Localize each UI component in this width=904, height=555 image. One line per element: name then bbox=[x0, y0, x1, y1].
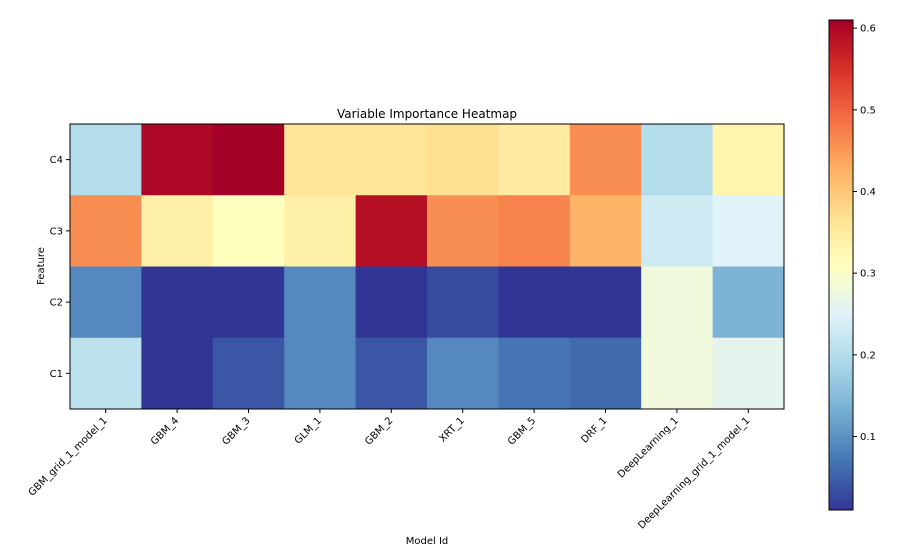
heatmap-cell bbox=[284, 195, 357, 267]
heatmap-cell bbox=[212, 337, 285, 410]
colorbar bbox=[828, 19, 854, 511]
heatmap-cell bbox=[712, 195, 785, 267]
heatmap-cell bbox=[284, 266, 357, 339]
heatmap-cell bbox=[569, 266, 642, 339]
heatmap-cell bbox=[141, 266, 214, 339]
heatmap-cell bbox=[498, 266, 571, 339]
heatmap-cell bbox=[569, 124, 642, 196]
heatmap-cell bbox=[641, 195, 714, 267]
heatmap-cell bbox=[284, 337, 357, 410]
heatmap-cell bbox=[70, 337, 142, 410]
heatmap-cell bbox=[355, 266, 428, 339]
heatmap-cell bbox=[569, 195, 642, 267]
y-axis-label: Feature bbox=[36, 247, 47, 285]
y-tick-label: C3 bbox=[50, 226, 63, 237]
heatmap-cell bbox=[498, 337, 571, 410]
heatmap-cell bbox=[641, 337, 714, 410]
colorbar-tick-label: 0.3 bbox=[860, 269, 876, 280]
heatmap-cell bbox=[141, 124, 214, 196]
heatmap-cell bbox=[355, 195, 428, 267]
heatmap-cell bbox=[70, 124, 142, 196]
heatmap-cell bbox=[70, 266, 142, 339]
heatmap-cell bbox=[712, 266, 785, 339]
heatmap-cell bbox=[70, 195, 142, 267]
heatmap-cell bbox=[498, 195, 571, 267]
heatmap-cell bbox=[212, 124, 285, 196]
colorbar-tick-label: 0.6 bbox=[860, 24, 876, 35]
colorbar-tick-label: 0.1 bbox=[860, 432, 876, 443]
y-axis-ticks: C4 C3 C2 C1 bbox=[50, 155, 70, 380]
colorbar-ticks: 0.1 0.2 0.3 0.4 0.5 0.6 bbox=[853, 24, 876, 443]
y-tick-label: C4 bbox=[50, 155, 63, 166]
heatmap-cell bbox=[427, 266, 499, 339]
colorbar-tick-label: 0.2 bbox=[860, 350, 876, 361]
heatmap-cell bbox=[427, 337, 499, 410]
y-tick-label: C2 bbox=[50, 298, 63, 309]
heatmap-cell bbox=[641, 266, 714, 339]
heatmap-cell bbox=[569, 337, 642, 410]
plot-frame bbox=[69, 123, 785, 410]
heatmap-cell bbox=[427, 124, 499, 196]
colorbar-tick-label: 0.5 bbox=[860, 105, 876, 116]
chart-title: Variable Importance Heatmap bbox=[337, 107, 517, 121]
heatmap-cell bbox=[141, 337, 214, 410]
heatmap-cell bbox=[212, 266, 285, 339]
heatmap-cell bbox=[641, 124, 714, 196]
heatmap-cell bbox=[284, 124, 357, 196]
heatmap-cell bbox=[427, 195, 499, 267]
heatmap-cell bbox=[355, 337, 428, 410]
heatmap-cell bbox=[141, 195, 214, 267]
heatmap-cell bbox=[498, 124, 571, 196]
heatmap-cell bbox=[212, 195, 285, 267]
heatmap-cells bbox=[70, 124, 785, 410]
heatmap-cell bbox=[355, 124, 428, 196]
colorbar-tick-label: 0.4 bbox=[860, 187, 876, 198]
y-tick-label: C1 bbox=[50, 369, 63, 380]
heatmap-cell bbox=[712, 337, 785, 410]
x-axis-label: Model Id bbox=[406, 536, 449, 547]
heatmap-cell bbox=[712, 124, 785, 196]
